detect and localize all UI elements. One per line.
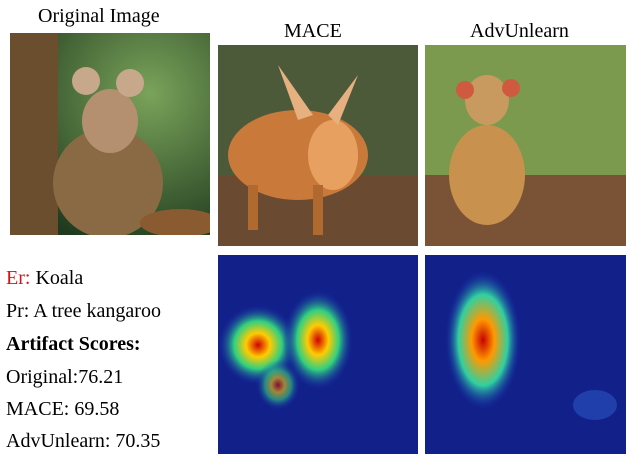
column-title: AdvUnlearn bbox=[470, 20, 569, 42]
er-value: Koala bbox=[35, 267, 83, 289]
image-art bbox=[425, 45, 626, 246]
score-line: AdvUnlearn: 70.35 bbox=[6, 430, 160, 452]
column-title: Original Image bbox=[38, 5, 160, 27]
score-line: Original:76.21 bbox=[6, 366, 123, 388]
heatmap-art bbox=[425, 255, 626, 454]
er-label: Er: bbox=[6, 267, 30, 289]
figure: {"header": {"columns": ["Original Image"… bbox=[0, 0, 627, 454]
er-line: Er: Koala bbox=[6, 267, 83, 289]
image-art bbox=[10, 33, 210, 235]
image-art bbox=[218, 45, 418, 246]
original-image bbox=[10, 33, 210, 235]
scores-title: Artifact Scores: bbox=[6, 333, 141, 355]
heatmap-art bbox=[218, 255, 418, 454]
mace-image bbox=[218, 45, 418, 246]
advunlearn-image bbox=[425, 45, 626, 246]
mace-heatmap bbox=[218, 255, 418, 454]
pr-line: Pr: A tree kangaroo bbox=[6, 300, 161, 322]
column-title: MACE bbox=[284, 20, 342, 42]
score-line: MACE: 69.58 bbox=[6, 398, 119, 420]
advunlearn-heatmap bbox=[425, 255, 626, 454]
